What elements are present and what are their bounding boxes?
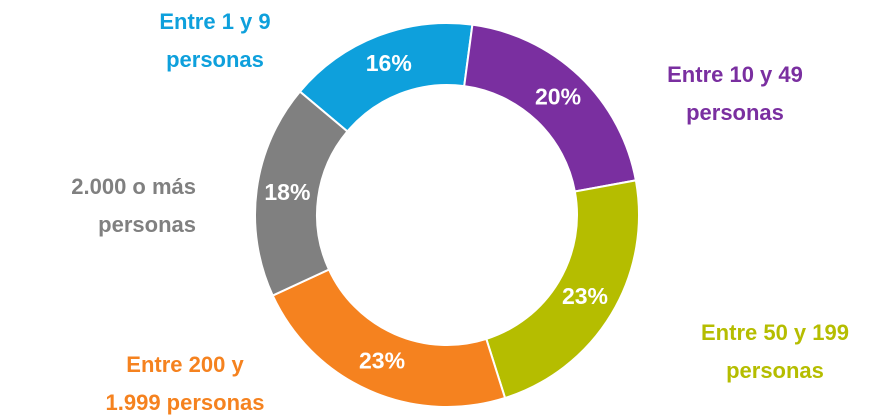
value-label: 23% <box>359 347 405 373</box>
category-label: Entre 200 y 1.999 personas <box>105 352 265 415</box>
donut-segment <box>485 179 640 400</box>
value-label: 20% <box>535 83 581 109</box>
category-label: Entre 1 y 9 personas <box>159 9 271 72</box>
value-label: 18% <box>264 179 310 205</box>
category-label: Entre 50 y 199 personas <box>701 320 849 383</box>
category-label: 2.000 o más personas <box>71 174 196 237</box>
value-label: 16% <box>366 50 412 76</box>
value-label: 23% <box>562 283 608 309</box>
donut-segment <box>271 268 507 408</box>
donut-segment <box>254 90 349 297</box>
category-label: Entre 10 y 49 personas <box>667 62 803 125</box>
